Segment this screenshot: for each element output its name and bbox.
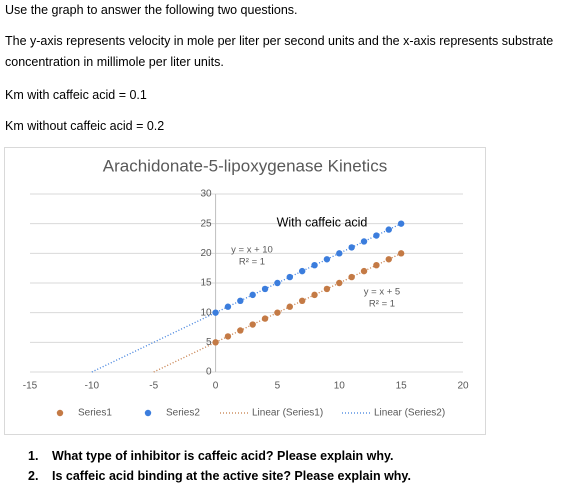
x-tick-label: -15 bbox=[23, 381, 38, 392]
data-point bbox=[373, 262, 380, 269]
data-point bbox=[311, 262, 318, 269]
y-tick-label: 10 bbox=[200, 307, 212, 318]
y-tick-label: 0 bbox=[206, 367, 212, 378]
data-point bbox=[237, 327, 244, 334]
data-point bbox=[323, 256, 331, 263]
chart-title: Arachidonate-5-lipoxygenase Kinetics bbox=[103, 156, 387, 175]
data-point bbox=[298, 297, 306, 304]
y-tick-label: 5 bbox=[206, 337, 212, 348]
data-point bbox=[224, 303, 232, 310]
x-tick-label: -5 bbox=[149, 381, 158, 392]
data-point bbox=[323, 285, 331, 293]
x-tick-label: 0 bbox=[213, 381, 219, 392]
data-point bbox=[298, 267, 306, 275]
data-point bbox=[212, 309, 219, 316]
km-line: Km with caffeic acid = 0.1 bbox=[5, 88, 147, 102]
data-point bbox=[274, 309, 281, 316]
question-number: 2. bbox=[28, 469, 39, 483]
data-point bbox=[373, 232, 380, 239]
annotation: With caffeic acid bbox=[277, 215, 368, 229]
question-number: 1. bbox=[28, 449, 39, 463]
paragraph: The y-axis represents velocity in mole p… bbox=[5, 34, 554, 69]
data-point bbox=[224, 333, 232, 340]
data-point bbox=[261, 315, 269, 322]
legend-label: Linear (Series1) bbox=[252, 408, 323, 419]
data-point bbox=[360, 238, 368, 245]
question: 2. Is caffeic acid binding at the active … bbox=[28, 469, 411, 483]
x-tick-label: 20 bbox=[457, 381, 469, 392]
data-point bbox=[336, 250, 343, 257]
y-tick-label: 30 bbox=[200, 189, 212, 200]
trendline-r2: R² = 1 bbox=[239, 257, 265, 268]
km-line: Km without caffeic acid = 0.2 bbox=[5, 119, 165, 133]
x-tick-label: 15 bbox=[396, 381, 408, 392]
data-point bbox=[249, 291, 256, 299]
data-point bbox=[397, 220, 405, 227]
data-point bbox=[348, 273, 355, 281]
data-point bbox=[336, 279, 343, 287]
data-point bbox=[385, 226, 392, 233]
question-text: Is caffeic acid binding at the active si… bbox=[52, 469, 411, 483]
legend-label: Series1 bbox=[78, 408, 112, 419]
data-point bbox=[261, 285, 269, 293]
legend-marker bbox=[144, 409, 152, 417]
trendline-equation: y = x + 5 bbox=[364, 287, 400, 298]
legend-label: Linear (Series2) bbox=[374, 408, 445, 419]
data-point bbox=[360, 267, 368, 275]
legend-label: Series2 bbox=[166, 408, 200, 419]
data-point bbox=[397, 250, 405, 257]
data-point bbox=[286, 273, 293, 281]
data-point bbox=[249, 321, 256, 328]
data-point bbox=[311, 291, 318, 299]
question: 1. What type of inhibitor is caffeic acid… bbox=[28, 449, 394, 463]
y-tick-label: 20 bbox=[200, 248, 212, 259]
legend-marker bbox=[56, 409, 64, 417]
data-point bbox=[237, 297, 244, 304]
trendline-equation: y = x + 10 bbox=[231, 245, 273, 256]
trendline bbox=[153, 252, 402, 373]
instruction: Use the graph to answer the following tw… bbox=[5, 3, 298, 17]
data-point bbox=[385, 256, 392, 263]
data-point bbox=[212, 339, 219, 346]
x-tick-label: -10 bbox=[85, 381, 100, 392]
chart: Arachidonate-5-lipoxygenase Kinetics 0 5 1… bbox=[4, 147, 486, 435]
y-tick-label: 25 bbox=[200, 218, 212, 229]
x-tick-label: 10 bbox=[334, 381, 346, 392]
question-text: What type of inhibitor is caffeic acid? … bbox=[52, 449, 394, 463]
data-point bbox=[348, 244, 355, 251]
y-tick-label: 15 bbox=[200, 278, 212, 289]
x-tick-label: 5 bbox=[275, 381, 281, 392]
data-point bbox=[286, 303, 293, 310]
trendline-r2: R² = 1 bbox=[369, 299, 395, 310]
chart-frame bbox=[4, 147, 486, 435]
data-point bbox=[274, 279, 281, 287]
